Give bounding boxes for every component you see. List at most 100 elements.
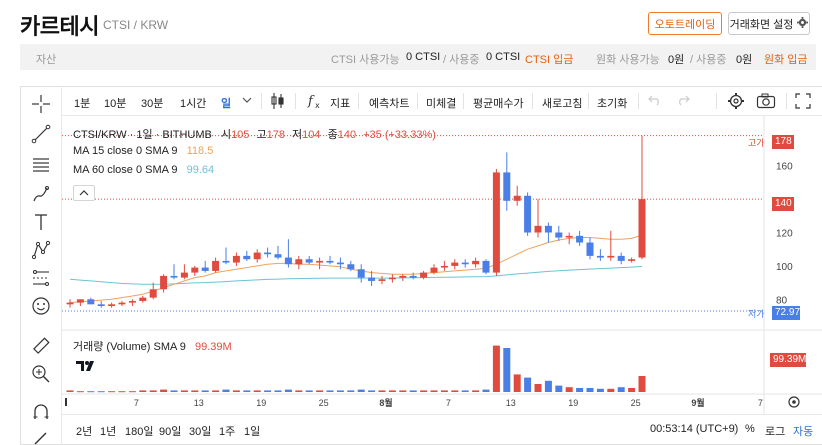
volume-bar <box>451 390 459 392</box>
layout-settings-button[interactable]: 거래화면 설정 <box>728 12 810 35</box>
range-1w[interactable]: 1주 <box>219 426 236 438</box>
toolbar-divider <box>463 93 464 109</box>
layout-settings-label: 거래화면 설정 <box>729 18 794 31</box>
range-180d[interactable]: 180일 <box>125 426 154 438</box>
volume-label: 거래량 (Volume) SMA 9 <box>73 341 186 353</box>
ctsi-available-value: 0 CTSI <box>406 51 441 63</box>
time-tick-label: 25 <box>631 398 641 408</box>
legend-collapse-button[interactable] <box>73 185 95 201</box>
candle-body <box>201 267 209 271</box>
current-price-tag: 140 <box>772 197 794 211</box>
crosshair-icon[interactable] <box>29 92 53 116</box>
range-1d[interactable]: 1일 <box>244 426 261 438</box>
candle-body <box>430 267 438 273</box>
volume-bar <box>128 391 136 393</box>
volume-bar <box>513 374 521 392</box>
horizontal-lines-icon[interactable] <box>29 152 53 176</box>
volume-bar <box>388 390 396 392</box>
volume-bar <box>565 387 573 392</box>
trend-line-icon[interactable] <box>29 122 53 146</box>
text-icon[interactable] <box>29 210 53 234</box>
volume-bar <box>409 390 417 392</box>
auto-toggle[interactable]: 자동 <box>793 426 814 438</box>
volume-bar <box>316 390 324 392</box>
candle-body <box>451 262 459 266</box>
fullscreen-icon[interactable] <box>795 93 811 112</box>
settings-gear-icon[interactable] <box>727 92 745 113</box>
percent-toggle[interactable]: % <box>745 423 755 435</box>
volume-bar <box>97 391 105 393</box>
candle-body <box>596 255 604 258</box>
candle-body <box>295 259 303 265</box>
toolbar-divider <box>638 93 639 109</box>
price-chart[interactable]: 160 120 100 80 7 13 19 25 8월 7 13 19 25 9월 7 <box>62 116 822 414</box>
ctsi-available-label: CTSI 사용가능 <box>331 54 400 66</box>
ma60-label: MA 60 close 0 SMA 9 <box>73 164 178 176</box>
ma60-line <box>69 266 643 285</box>
time-tick-label: 13 <box>506 398 516 408</box>
krw-deposit-link[interactable]: 원화 입금 <box>764 54 808 66</box>
unsigned-orders-button[interactable]: 미체결 <box>426 98 457 110</box>
volume-bar <box>305 390 313 392</box>
candle-body <box>253 252 261 260</box>
asset-bar: 자산 CTSI 사용가능 0 CTSI / 사용중 0 CTSI CTSI 입금… <box>20 44 816 70</box>
candle-body <box>222 260 230 263</box>
range-90d[interactable]: 90일 <box>159 426 182 438</box>
candle-body <box>565 235 573 238</box>
redo-icon[interactable] <box>676 94 690 109</box>
indicators-button[interactable]: 지표 <box>330 98 351 110</box>
fibonacci-icon[interactable] <box>29 266 53 290</box>
auto-trading-button[interactable]: 오토트레이딩 <box>648 12 722 35</box>
volume-bar <box>524 377 532 392</box>
candle-body <box>76 299 84 303</box>
log-toggle[interactable]: 로그 <box>765 426 786 438</box>
ctsi-deposit-link[interactable]: CTSI 입금 <box>525 54 574 66</box>
range-30d[interactable]: 30일 <box>189 426 212 438</box>
ma15-legend: MA 15 close 0 SMA 9 118.5 <box>73 145 213 157</box>
forecast-button[interactable]: 예측차트 <box>369 98 410 110</box>
volume-bar <box>201 390 209 392</box>
range-2y[interactable]: 2년 <box>76 426 93 438</box>
pencil-icon[interactable] <box>29 426 53 445</box>
interval-30m[interactable]: 30분 <box>141 98 164 110</box>
candle-body <box>388 277 396 280</box>
magnet-icon[interactable] <box>29 400 53 424</box>
interval-1h[interactable]: 1시간 <box>180 98 207 110</box>
refresh-button[interactable]: 새로고침 <box>542 98 583 110</box>
krw-available-value: 0원 <box>668 54 685 66</box>
toolbar-divider <box>261 93 262 109</box>
interval-10m[interactable]: 10분 <box>104 98 127 110</box>
pattern-icon[interactable] <box>29 238 53 262</box>
candle-body <box>555 232 563 238</box>
interval-1m[interactable]: 1분 <box>74 98 91 110</box>
axis-settings-icon[interactable] <box>787 395 801 412</box>
ruler-icon[interactable] <box>29 334 53 358</box>
undo-icon[interactable] <box>648 94 662 109</box>
volume-bar <box>76 391 84 393</box>
volume-bar <box>87 391 95 393</box>
interval-1d[interactable]: 일 <box>221 98 232 110</box>
candle-body <box>284 257 292 265</box>
range-1y[interactable]: 1년 <box>100 426 117 438</box>
chevron-down-icon[interactable] <box>242 93 252 110</box>
candle-type-icon[interactable] <box>270 92 286 113</box>
brush-icon[interactable] <box>29 182 53 206</box>
candle-body <box>534 225 542 233</box>
volume-bar <box>617 387 625 392</box>
candle-body <box>191 267 199 273</box>
volume-bar <box>160 389 168 392</box>
coin-pair: CTSI / KRW <box>103 18 169 32</box>
avg-price-button[interactable]: 평균매수가 <box>473 98 524 110</box>
volume-bar <box>232 390 240 392</box>
smile-icon[interactable] <box>29 294 53 318</box>
volume-bar <box>440 390 448 392</box>
candle-body <box>316 260 324 263</box>
reset-button[interactable]: 초기화 <box>597 98 628 110</box>
zoom-icon[interactable] <box>29 362 53 386</box>
volume-bar <box>284 389 292 392</box>
volume-bar <box>191 390 199 392</box>
camera-icon[interactable] <box>756 93 776 112</box>
legend-low-label: 저 <box>292 129 303 141</box>
volume-bar <box>347 390 355 392</box>
